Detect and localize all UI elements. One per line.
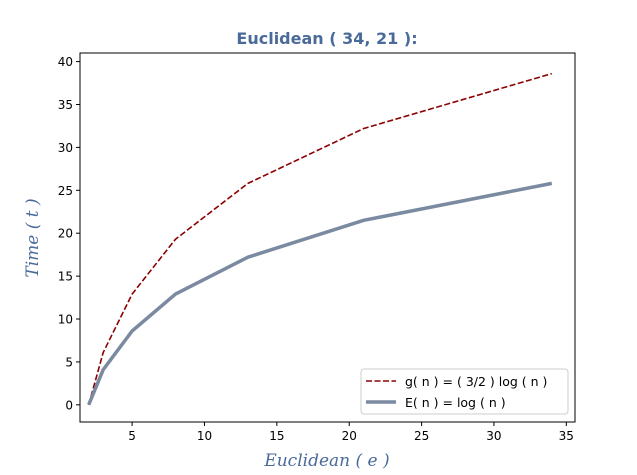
legend-label-E: E( n ) = log ( n ): [405, 395, 506, 410]
legend-box: [360, 368, 569, 415]
y-tick-label: 30: [58, 141, 73, 155]
legend-label-g: g( n ) = ( 3/2 ) log ( n ): [405, 374, 547, 389]
series-line-g: [87, 72, 553, 406]
y-tick-label: 15: [58, 270, 73, 284]
legend: g( n ) = ( 3/2 ) log ( n ) E( n ) = log …: [360, 368, 569, 415]
y-tick-label: 35: [58, 98, 73, 112]
chart-title: Euclidean ( 34, 21 ):: [236, 29, 417, 48]
x-tick-label: 30: [486, 429, 501, 443]
y-tick-label: 5: [65, 355, 73, 369]
y-tick-label: 25: [58, 184, 73, 198]
y-tick-label: 10: [58, 313, 73, 327]
y-tick-label: 20: [58, 227, 73, 241]
x-tick-label: 5: [128, 429, 136, 443]
x-tick-label: 20: [342, 429, 357, 443]
x-tick-label: 10: [197, 429, 212, 443]
y-tick-label: 0: [65, 398, 73, 412]
x-axis-label: Euclidean ( e ): [263, 451, 389, 471]
y-axis-label: Time ( t ): [23, 198, 43, 277]
x-tick-label: 35: [559, 429, 574, 443]
x-tick-label: 15: [269, 429, 284, 443]
x-axis: 5 10 15 20 25 30 35: [128, 422, 574, 443]
y-axis: 0 5 10 15 20 25 30 35 40: [58, 55, 80, 412]
x-tick-label: 25: [414, 429, 429, 443]
plot-area: [87, 72, 553, 406]
plot-frame: [79, 52, 576, 423]
series-line-E: [87, 181, 553, 406]
y-tick-label: 40: [58, 55, 73, 69]
